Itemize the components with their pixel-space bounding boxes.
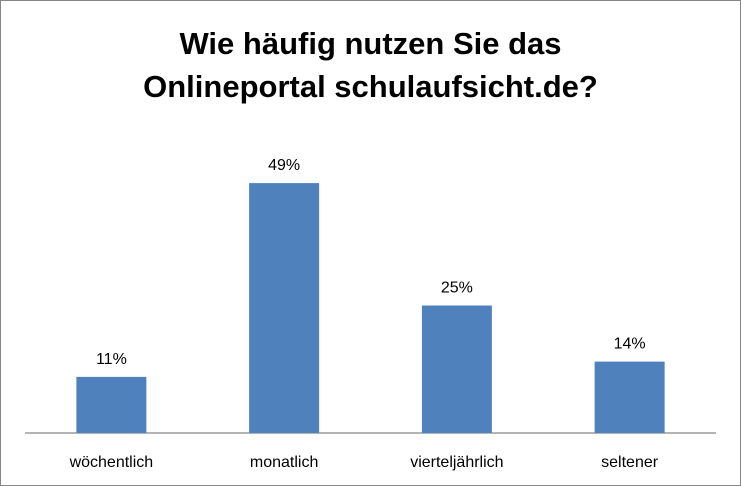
- category-label-1: monatlich: [250, 454, 318, 471]
- bar-3: [594, 361, 665, 433]
- category-label-3: seltener: [601, 454, 659, 471]
- chart-title-line-1: Wie häufig nutzen Sie das: [179, 26, 562, 61]
- bar-1: [249, 183, 320, 433]
- chart-title-line-2: Onlineportal schulaufsicht.de?: [143, 69, 598, 104]
- category-label-0: wöchentlich: [69, 454, 154, 471]
- bar-0: [76, 376, 147, 433]
- value-label-0: 11%: [96, 351, 127, 368]
- value-label-3: 14%: [614, 336, 646, 353]
- chart-title: Wie häufig nutzen Sie das Onlineportal s…: [0, 22, 741, 108]
- value-label-1: 49%: [268, 157, 300, 174]
- value-label-2: 25%: [441, 280, 473, 297]
- bar-2: [421, 305, 492, 433]
- category-label-2: vierteljährlich: [410, 454, 503, 471]
